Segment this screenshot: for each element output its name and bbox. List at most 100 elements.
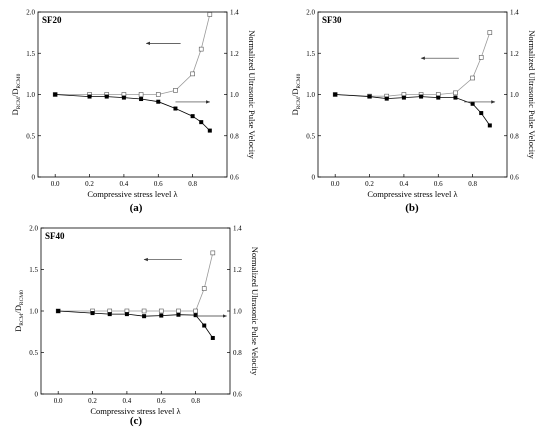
- panel-caption: (c): [130, 415, 143, 427]
- series-point-filled: [190, 114, 195, 119]
- x-axis-label: Compressive stress level λ: [367, 189, 458, 199]
- series-point-filled: [176, 312, 181, 317]
- y-right-tick-label: 1.2: [230, 50, 239, 58]
- y-right-tick-label: 0.6: [233, 391, 242, 399]
- y-left-label-part: /D: [10, 89, 20, 98]
- x-tick-label: 0.8: [188, 180, 197, 188]
- y-left-tick-label: 1.0: [29, 308, 38, 316]
- y-right-tick-label: 1.0: [510, 91, 519, 99]
- series-point-open: [158, 308, 164, 314]
- series-point-filled: [436, 95, 441, 100]
- y-left-label-subscript: RCM0: [19, 290, 25, 305]
- series-point-open: [201, 286, 207, 291]
- chart-panel-2: 0.0 0.2 0.4 0.6 0.8 0 0.5 1.0 1.5 2.0 0.6 0.8 1.0 1.2…: [290, 9, 537, 215]
- panel-title: SF20: [42, 15, 62, 25]
- x-tick-label: 0.2: [365, 180, 374, 188]
- y-left-tick-label: 1.5: [29, 266, 38, 274]
- x-tick-label: 0.8: [468, 180, 477, 188]
- y-left-label-part: /D: [13, 305, 23, 314]
- series-point-filled: [207, 128, 212, 133]
- chart-panel-3: 0.0 0.2 0.4 0.6 0.8 0 0.5 1.0 1.5 2.0 0.6 0.8 1.0 1.2…: [13, 225, 260, 428]
- series-point-open: [138, 92, 144, 97]
- series-point-filled: [453, 95, 458, 100]
- series-point-filled: [104, 94, 109, 99]
- series-point-filled: [419, 94, 424, 99]
- series-line-1: [335, 32, 491, 97]
- series-point-open: [193, 308, 198, 314]
- x-tick-label: 0.0: [51, 180, 60, 188]
- series-point-filled: [479, 111, 484, 116]
- y-left-label-subscript: RCM0: [16, 73, 22, 88]
- y-left-label-subscript: RCM: [16, 97, 22, 109]
- panel-caption: (b): [405, 202, 419, 214]
- y-left-tick-label: 0.5: [306, 132, 315, 140]
- series-point-open: [478, 55, 484, 60]
- y-left-label-subscript: RCM: [296, 97, 302, 109]
- x-axis-label: Compressive stress level λ: [87, 189, 178, 199]
- series-point-open: [141, 308, 147, 314]
- series-point-open: [207, 12, 213, 17]
- series-point-filled: [107, 312, 112, 317]
- y-left-label-part: D: [290, 109, 300, 115]
- y-left-tick-label: 2.0: [306, 9, 315, 17]
- series-point-filled: [202, 323, 207, 328]
- x-tick-label: 0.6: [157, 397, 166, 405]
- series-point-open: [470, 75, 475, 81]
- series-line-2: [58, 310, 214, 339]
- series-point-filled: [124, 312, 129, 317]
- series-point-filled: [470, 101, 475, 106]
- x-tick-label: 0.2: [88, 397, 97, 405]
- y-left-tick-label: 2.0: [26, 9, 35, 17]
- series-line-1: [55, 14, 211, 95]
- series-line-2: [335, 94, 491, 126]
- y-right-tick-label: 1.2: [233, 266, 242, 274]
- series-point-filled: [487, 123, 492, 128]
- chart-panel-1: 0.0 0.2 0.4 0.6 0.8 0 0.5 1.0 1.5 2.0 0.6 0.8 1.0 1.2…: [10, 9, 257, 215]
- series-point-open: [487, 30, 493, 35]
- y-left-tick-label: 0.5: [26, 132, 35, 140]
- series-point-filled: [142, 314, 147, 319]
- series-line-2: [55, 94, 211, 131]
- series-point-filled: [333, 92, 338, 97]
- series-point-filled: [53, 92, 58, 97]
- y-right-tick-label: 1.0: [230, 91, 239, 99]
- y-left-label-subscript: RCM: [19, 313, 25, 325]
- y-left-tick-label: 2.0: [29, 225, 38, 233]
- y-left-tick-label: 1.5: [26, 50, 35, 58]
- y-left-tick-label: 0.5: [29, 349, 38, 357]
- x-tick-label: 0.8: [191, 397, 200, 405]
- panel-title: SF30: [322, 15, 342, 25]
- y-right-axis-label: Normalized Ultrasonic Pulse Velocity: [247, 30, 257, 159]
- series-point-filled: [56, 309, 61, 313]
- y-right-tick-label: 1.4: [510, 9, 519, 17]
- x-tick-label: 0.6: [154, 180, 163, 188]
- y-left-tick-label: 0: [35, 391, 39, 399]
- series-point-filled: [384, 96, 389, 101]
- series-point-open: [176, 308, 181, 314]
- series-point-filled: [401, 95, 406, 100]
- y-right-axis-label: Normalized Ultrasonic Pulse Velocity: [250, 247, 260, 376]
- y-left-tick-label: 1.5: [306, 50, 315, 58]
- series-line-1: [58, 252, 214, 312]
- x-tick-label: 0.6: [434, 180, 443, 188]
- series-point-filled: [121, 95, 126, 100]
- y-right-tick-label: 1.4: [233, 225, 242, 233]
- series-point-open: [210, 250, 216, 256]
- series-point-filled: [199, 120, 204, 125]
- x-tick-label: 0.4: [120, 180, 129, 188]
- y-left-label-part: D: [13, 326, 23, 332]
- y-right-tick-label: 0.8: [510, 132, 519, 140]
- series-point-filled: [193, 313, 198, 318]
- y-right-tick-label: 0.6: [230, 174, 239, 182]
- series-point-open: [198, 46, 204, 52]
- series-point-open: [453, 90, 458, 96]
- x-axis-label: Compressive stress level λ: [90, 406, 181, 416]
- y-left-label-subscript: RCM0: [296, 73, 302, 88]
- panel-title: SF40: [45, 231, 65, 241]
- y-right-tick-label: 1.2: [510, 50, 519, 58]
- x-tick-label: 0.0: [54, 397, 63, 405]
- x-tick-label: 0.4: [400, 180, 409, 188]
- series-point-filled: [139, 97, 144, 102]
- y-left-axis-label: DRCM/DRCM0: [10, 73, 22, 115]
